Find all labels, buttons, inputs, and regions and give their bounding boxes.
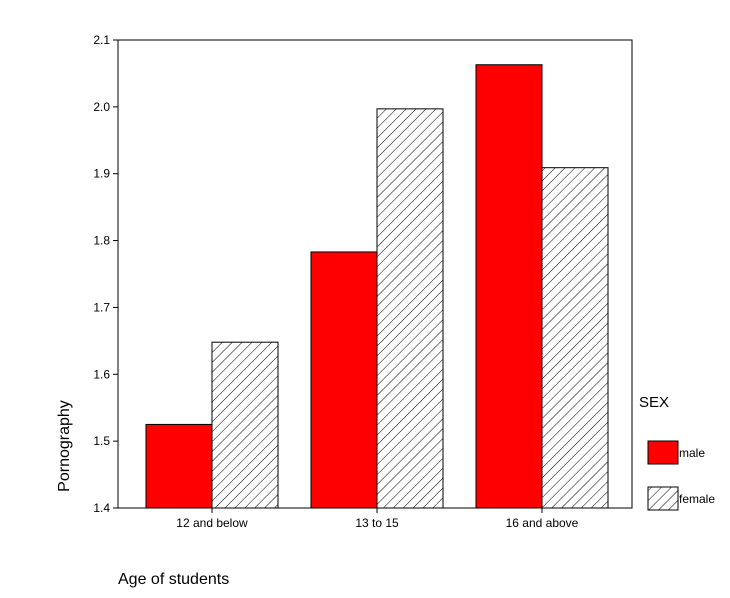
legend-label-male: male <box>679 446 705 460</box>
legend-items: male female <box>647 440 715 511</box>
y-tick-label: 1.7 <box>93 300 110 314</box>
x-axis: 12 and below 13 to 15 16 and above <box>176 508 579 530</box>
y-tick-label: 1.9 <box>93 167 110 181</box>
y-tick-label: 2.1 <box>93 33 110 47</box>
x-tick-label: 13 to 15 <box>355 516 399 530</box>
bar-male <box>145 423 213 509</box>
x-tick-label: 12 and below <box>176 516 248 530</box>
x-axis-title: Age of students <box>118 571 229 588</box>
legend-label-female: female <box>679 492 715 506</box>
legend: SEX male female <box>639 394 715 511</box>
legend-title: SEX <box>639 394 669 411</box>
y-axis-title: Pornography <box>56 400 73 492</box>
y-tick-label: 2.0 <box>93 100 110 114</box>
bar-female <box>211 341 279 509</box>
y-tick-label: 1.8 <box>93 234 110 248</box>
bar-male <box>310 251 378 509</box>
bar-female <box>376 108 444 509</box>
legend-swatch-female <box>647 486 679 511</box>
x-tick-label: 16 and above <box>506 516 579 530</box>
y-axis: 1.4 1.5 1.6 1.7 1.8 1.9 2.0 2.1 <box>93 33 118 515</box>
y-tick-label: 1.4 <box>93 501 110 515</box>
legend-swatch-male <box>647 440 679 465</box>
bar-male <box>475 64 543 509</box>
bar-female <box>541 167 609 509</box>
y-tick-label: 1.5 <box>93 434 110 448</box>
bars-group <box>145 64 609 509</box>
y-tick-label: 1.6 <box>93 367 110 381</box>
